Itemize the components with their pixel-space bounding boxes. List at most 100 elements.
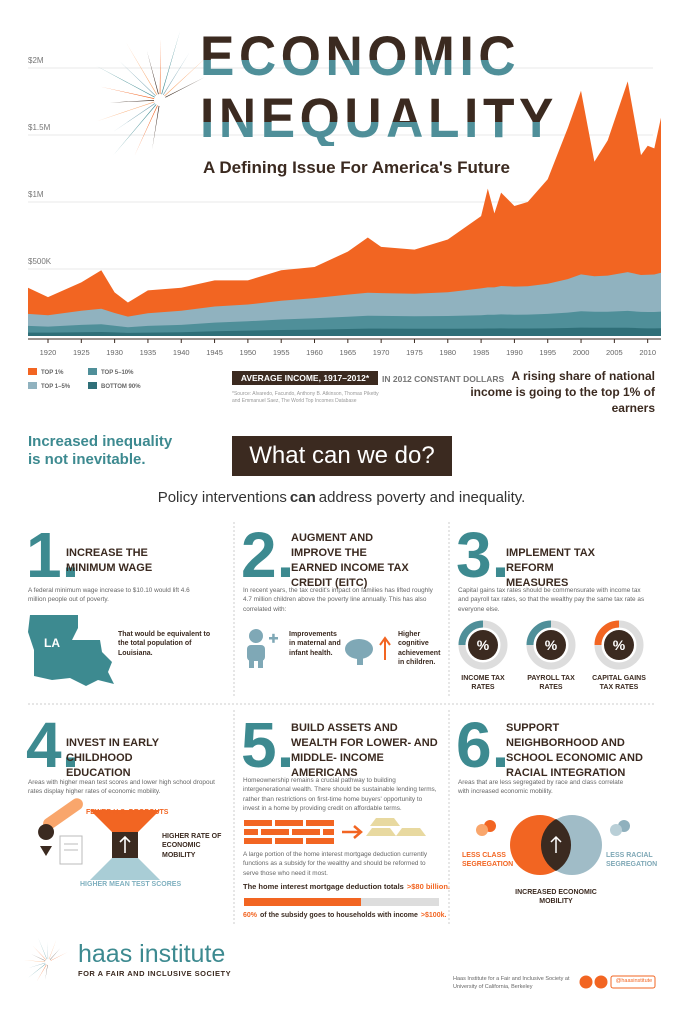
gauge-arc	[594, 620, 620, 646]
logo-burst	[50, 952, 68, 961]
legend-swatch	[28, 368, 37, 375]
gauge-symbol: %	[477, 637, 490, 653]
gauge-label: INCOME TAX RATES	[461, 675, 505, 692]
edu-label: HIGHER MEAN TEST SCORES	[80, 881, 182, 888]
stat-text: The home interest mortgage deduction tot…	[243, 882, 404, 891]
x-tick-label: 1995	[539, 348, 556, 357]
y-tick-label: $2M	[28, 56, 44, 65]
handle[interactable]: @haasinstitute	[615, 978, 653, 984]
lead-bold: can	[289, 489, 316, 506]
venn-label: LESS CLASS SEGREGATION	[462, 852, 514, 869]
map-label: LA	[44, 636, 60, 650]
section-body: Areas with higher mean test scores and l…	[28, 779, 215, 796]
y-tick-label: $1.5M	[28, 123, 51, 132]
gauge-symbol: %	[613, 637, 626, 653]
logo-burst	[28, 962, 46, 968]
logo-burst	[45, 964, 48, 980]
section-heading: BUILD ASSETS AND WEALTH FOR LOWER- AND M…	[291, 722, 438, 779]
x-tick-label: 1920	[40, 348, 57, 357]
gauge-arc	[458, 620, 484, 646]
title-burst	[113, 104, 157, 155]
section-number: 5.	[241, 709, 295, 781]
chart-subtitle: IN 2012 CONSTANT DOLLARS	[382, 374, 505, 384]
chart-source: *Source: Alvaredo, Facundo, Anthony B. A…	[232, 391, 379, 404]
baby-icon	[247, 629, 278, 668]
facebook-icon[interactable]	[579, 975, 593, 989]
stat-line: The home interest mortgage deduction tot…	[243, 882, 450, 891]
stat-line: 60% of the subsidy goes to households wit…	[243, 912, 446, 919]
logo-burst	[36, 964, 47, 982]
edu-label: HIGHER RATE OF ECONOMIC MOBILITY	[162, 833, 222, 859]
twitter-icon[interactable]	[594, 975, 608, 989]
title-burst	[152, 105, 160, 150]
section-heading: AUGMENT AND IMPROVE THE EARNED INCOME TA…	[291, 532, 409, 589]
title-burst	[134, 105, 158, 156]
edu-label: FEWER H.S. DROPOUTS	[86, 809, 169, 816]
handle-box[interactable]	[610, 975, 656, 989]
section-body: A large portion of the home interest mor…	[243, 851, 428, 877]
section-heading: INCREASE THE MINIMUM WAGE	[66, 547, 153, 574]
logo-burst	[38, 937, 47, 960]
x-tick-label: 1950	[240, 348, 257, 357]
venn-label: LESS RACIAL SEGREGATION	[606, 852, 658, 869]
chart: $500K $1M $1.5M $2M 1920 1925 1930 1935 1940 1945…	[28, 56, 661, 357]
lead-text: Policy interventions	[157, 489, 287, 506]
section-heading: SUPPORT NEIGHBORHOOD AND SCHOOL ECONOMIC…	[506, 722, 643, 779]
subsidy-bar	[244, 898, 361, 906]
venn-graphic	[476, 815, 630, 875]
section-body: In recent years, the tax credit's impact…	[243, 587, 433, 613]
x-tick-label: 1955	[273, 348, 290, 357]
eitc-item: Higher cognitive achievement in children…	[398, 631, 441, 667]
callout: That would be equivalent to the total po…	[118, 631, 211, 657]
section-body: Areas that are less segregated by race a…	[458, 779, 624, 796]
dividers	[28, 522, 655, 925]
stat-highlight: >$80 billion.	[406, 882, 450, 891]
legend-label: TOP 1%	[41, 370, 64, 376]
gauge-arc	[526, 620, 552, 646]
x-tick-label: 1925	[73, 348, 90, 357]
chart-annotation: A rising share of national income is goi…	[470, 369, 655, 416]
x-tick-label: 1980	[439, 348, 456, 357]
lead-text: address poverty and inequality.	[318, 489, 526, 506]
x-tick-label: 1975	[406, 348, 423, 357]
logo-burst	[31, 954, 46, 961]
legend-swatch	[28, 382, 37, 389]
bricks-graphic	[244, 820, 363, 844]
x-tick-label: 2010	[639, 348, 656, 357]
gauge-label: PAYROLL TAX RATES	[527, 675, 575, 692]
banner: What can we do?	[249, 442, 435, 469]
section-number: 3.	[456, 519, 510, 591]
tagline: Increased inequality is not inevitable.	[28, 433, 173, 468]
legend-label: BOTTOM 90%	[101, 384, 141, 390]
chart-title: AVERAGE INCOME, 1917–2012*	[240, 373, 370, 383]
x-tick-label: 2005	[606, 348, 623, 357]
logo-burst	[49, 948, 61, 960]
eitc-item: Improvements in maternal and infant heal…	[289, 631, 341, 657]
section-heading: IMPLEMENT TAX REFORM MEASURES	[506, 547, 596, 589]
logo-name: haas institute	[78, 940, 226, 968]
title-burst	[164, 54, 209, 97]
banner-bg	[232, 436, 452, 476]
title-burst	[100, 86, 155, 99]
section-heading: INVEST IN EARLY CHILDHOOD EDUCATION	[66, 737, 159, 779]
section-body: Capital gains tax rates should be commen…	[458, 587, 645, 613]
logo-burst	[27, 963, 46, 979]
section-number: 4.	[26, 709, 80, 781]
x-tick-label: 1965	[339, 348, 356, 357]
brain-icon	[345, 636, 391, 665]
gauge-center	[604, 630, 634, 660]
louisiana-map	[28, 615, 114, 686]
education-graphic	[38, 798, 160, 880]
x-tick-label: 1940	[173, 348, 190, 357]
gauge-label: CAPITAL GAINS TAX RATES	[592, 675, 646, 692]
stat-text: of the subsidy goes to households with i…	[260, 912, 418, 919]
title-burst	[162, 52, 190, 96]
x-tick-label: 1960	[306, 348, 323, 357]
legend-label: TOP 1–5%	[41, 384, 71, 390]
x-tick-label: 1970	[373, 348, 390, 357]
x-tick-label: 1990	[506, 348, 523, 357]
title-burst	[113, 103, 156, 132]
subtitle: A Defining Issue For America's Future	[203, 158, 510, 177]
x-tick-label: 1930	[106, 348, 123, 357]
